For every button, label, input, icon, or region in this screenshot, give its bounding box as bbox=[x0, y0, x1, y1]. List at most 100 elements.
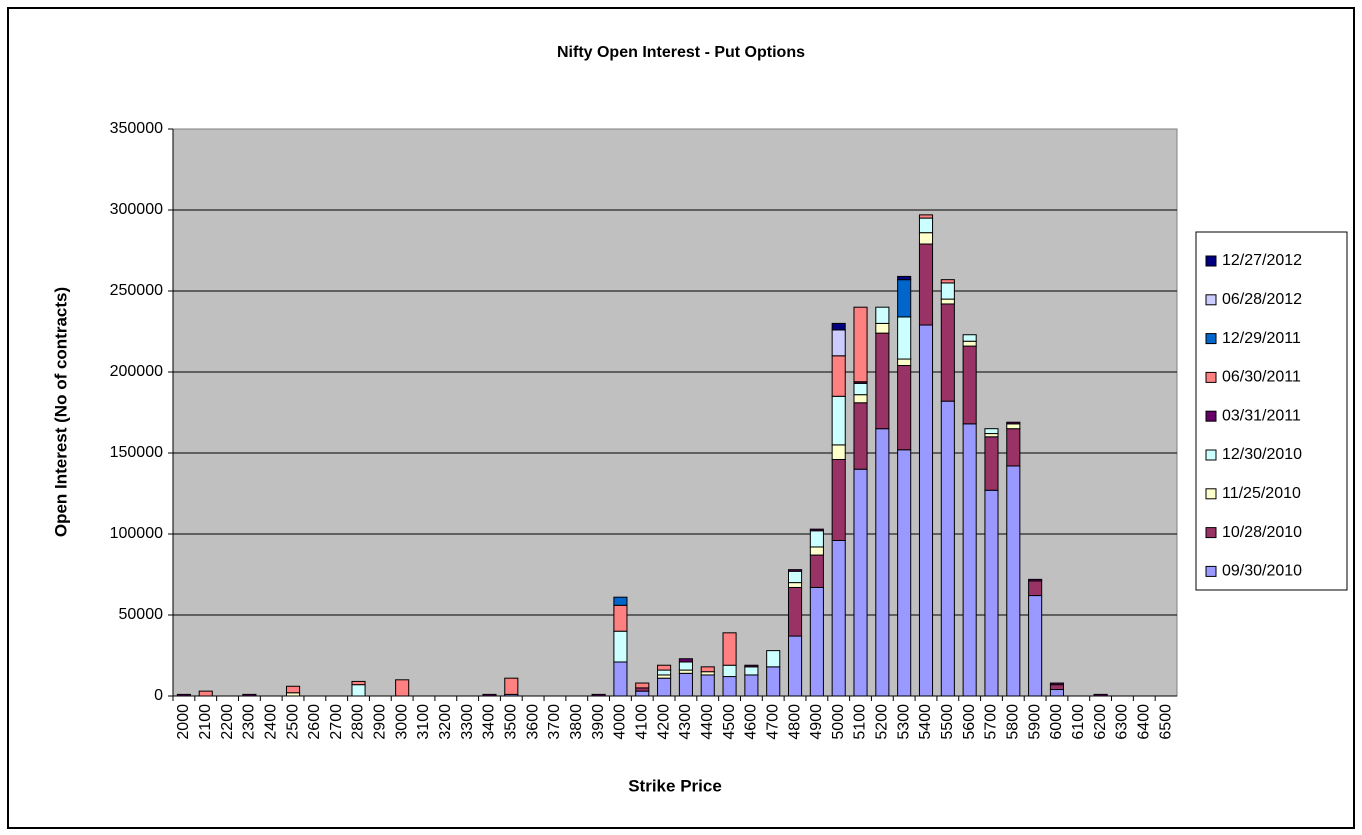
bar-segment bbox=[831, 458, 846, 541]
bar-segment bbox=[962, 345, 977, 425]
x-tick-label: 6300 bbox=[1114, 704, 1131, 740]
x-tick-label: 5300 bbox=[895, 704, 912, 740]
bar-segment bbox=[831, 329, 846, 357]
bar-segment bbox=[1006, 428, 1021, 467]
x-tick-label: 4700 bbox=[764, 704, 781, 740]
x-tick-label: 3300 bbox=[459, 704, 476, 740]
legend-label: 06/28/2012 bbox=[1222, 291, 1302, 308]
bar-segment bbox=[635, 682, 650, 689]
bar-segment bbox=[787, 586, 803, 637]
x-tick-label: 4400 bbox=[699, 704, 716, 740]
y-axis-title: Open Interest (No of contracts) bbox=[51, 287, 70, 537]
bar-segment bbox=[591, 693, 606, 697]
x-tick-label: 5900 bbox=[1026, 704, 1043, 740]
bar-segment bbox=[984, 436, 999, 491]
x-tick-label: 2100 bbox=[197, 704, 214, 740]
bar-segment bbox=[875, 428, 890, 697]
legend-label: 12/27/2012 bbox=[1222, 252, 1302, 269]
legend-swatch bbox=[1205, 255, 1217, 267]
bar-segment bbox=[1028, 580, 1043, 597]
x-tick-label: 2900 bbox=[372, 704, 389, 740]
bar-segment bbox=[918, 232, 934, 245]
x-tick-label: 3100 bbox=[415, 704, 432, 740]
plot-area bbox=[172, 128, 1178, 697]
y-tick-label: 150000 bbox=[110, 444, 163, 461]
x-tick-label: 5500 bbox=[939, 704, 956, 740]
legend-swatch bbox=[1205, 488, 1217, 500]
bar-segment bbox=[940, 303, 955, 402]
bar-segment bbox=[766, 666, 781, 697]
bar-segment bbox=[853, 402, 868, 470]
legend-label: 06/30/2011 bbox=[1222, 369, 1301, 386]
x-tick-label: 3200 bbox=[437, 704, 454, 740]
bar-segment bbox=[613, 596, 628, 606]
x-tick-label: 6200 bbox=[1092, 704, 1109, 740]
x-tick-label: 5700 bbox=[983, 704, 1000, 740]
x-tick-label: 4300 bbox=[677, 704, 694, 740]
bar-segment bbox=[700, 674, 715, 697]
bar-segment bbox=[787, 635, 803, 697]
bar-segment bbox=[613, 630, 628, 663]
bar-segment bbox=[831, 444, 846, 460]
x-axis-title: Strike Price bbox=[628, 776, 722, 795]
bar-segment bbox=[831, 395, 846, 446]
chart-title: Nifty Open Interest - Put Options bbox=[557, 44, 805, 61]
bar-segment bbox=[1093, 693, 1108, 697]
bar-segment bbox=[722, 632, 737, 666]
legend bbox=[1195, 231, 1348, 591]
x-tick-label: 3900 bbox=[590, 704, 607, 740]
bar-segment bbox=[897, 316, 912, 360]
bar-segment bbox=[918, 214, 934, 219]
bar-segment bbox=[242, 693, 257, 697]
bar-segment bbox=[984, 428, 999, 435]
bar-segment bbox=[285, 685, 301, 694]
bar-segment bbox=[678, 658, 693, 663]
legend-label: 12/29/2011 bbox=[1222, 330, 1301, 347]
bar-segment bbox=[962, 423, 977, 697]
x-tick-label: 6000 bbox=[1048, 704, 1065, 740]
y-tick-label: 250000 bbox=[110, 282, 163, 299]
x-tick-label: 4800 bbox=[786, 704, 803, 740]
x-tick-label: 2200 bbox=[219, 704, 236, 740]
bar-segment bbox=[897, 449, 912, 697]
bar-segment bbox=[897, 358, 912, 367]
bar-segment bbox=[809, 586, 824, 697]
bar-segment bbox=[657, 664, 672, 671]
x-tick-label: 4900 bbox=[808, 704, 825, 740]
x-tick-label: 6400 bbox=[1135, 704, 1152, 740]
x-tick-label: 3800 bbox=[568, 704, 585, 740]
bar-segment bbox=[722, 676, 737, 697]
bar-segment bbox=[809, 530, 824, 548]
bar-segment bbox=[831, 539, 846, 697]
legend-swatch bbox=[1205, 565, 1217, 577]
bar-segment bbox=[395, 679, 410, 697]
bar-segment bbox=[787, 582, 803, 588]
legend-label: 11/25/2010 bbox=[1222, 485, 1301, 502]
bar-segment bbox=[657, 669, 672, 676]
x-tick-label: 6500 bbox=[1157, 704, 1174, 740]
bar-segment bbox=[897, 279, 912, 318]
bar-segment bbox=[918, 217, 934, 234]
bar-segment bbox=[940, 298, 955, 305]
bar-segment bbox=[635, 690, 650, 697]
x-tick-label: 5100 bbox=[852, 704, 869, 740]
x-tick-label: 5600 bbox=[961, 704, 978, 740]
bar-segment bbox=[897, 365, 912, 451]
x-tick-label: 5800 bbox=[1005, 704, 1022, 740]
x-tick-label: 5200 bbox=[874, 704, 891, 740]
bar-segment bbox=[831, 322, 846, 331]
bar-segment bbox=[351, 684, 366, 697]
bar-segment bbox=[482, 693, 497, 697]
x-tick-label: 3600 bbox=[524, 704, 541, 740]
x-tick-label: 2700 bbox=[328, 704, 345, 740]
y-tick-label: 100000 bbox=[110, 525, 163, 542]
bar-segment bbox=[875, 322, 890, 334]
bar-segment bbox=[1028, 595, 1043, 697]
x-tick-label: 4000 bbox=[612, 704, 629, 740]
legend-label: 09/30/2010 bbox=[1222, 563, 1302, 580]
x-tick-label: 4100 bbox=[633, 704, 650, 740]
bar-segment bbox=[809, 528, 824, 532]
bar-segment bbox=[1006, 423, 1021, 430]
x-tick-label: 6100 bbox=[1070, 704, 1087, 740]
bar-segment bbox=[962, 334, 977, 342]
